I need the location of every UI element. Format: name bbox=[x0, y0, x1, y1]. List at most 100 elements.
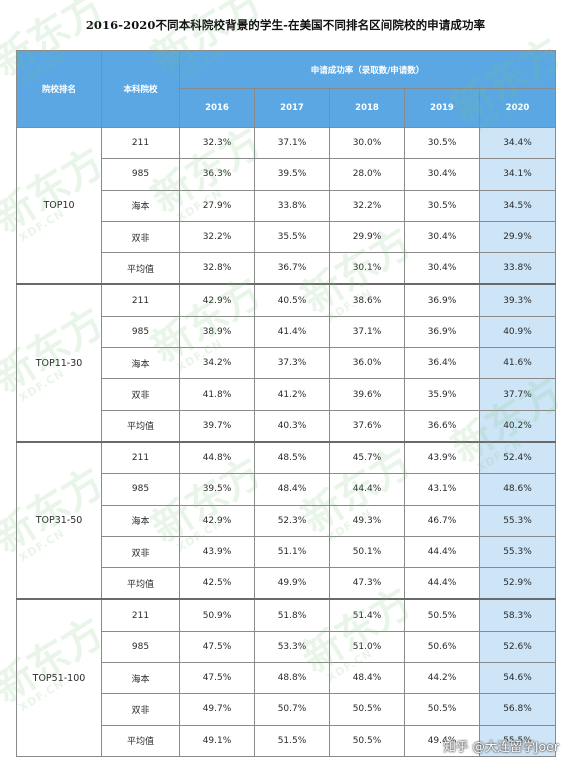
rate-cell: 55.5% bbox=[479, 724, 556, 757]
rate-cell: 34.4% bbox=[479, 126, 556, 160]
rate-cell: 37.1% bbox=[329, 315, 405, 349]
rate-cell: 30.0% bbox=[329, 126, 405, 160]
rate-cell: 48.4% bbox=[329, 662, 405, 695]
rate-cell: 48.8% bbox=[254, 662, 330, 695]
table-row: 平均值 49.1% 51.5% 50.5% 49.4% 55.5% bbox=[17, 724, 556, 757]
rate-cell: 30.4% bbox=[404, 220, 480, 254]
rate-cell: 50.7% bbox=[254, 693, 330, 726]
rate-cell: 47.5% bbox=[179, 630, 255, 664]
rate-cell: 30.4% bbox=[404, 158, 480, 191]
rate-cell: 36.9% bbox=[404, 283, 480, 317]
school-cell: 双非 bbox=[101, 378, 180, 411]
school-cell: 平均值 bbox=[101, 409, 180, 443]
school-cell: 双非 bbox=[101, 693, 180, 726]
school-cell: 海本 bbox=[101, 662, 180, 695]
school-cell: 双非 bbox=[101, 535, 180, 569]
school-cell: 211 bbox=[101, 598, 180, 632]
rate-cell: 39.5% bbox=[179, 473, 255, 506]
rate-cell: 34.1% bbox=[479, 158, 556, 191]
header-year-2018: 2018 bbox=[329, 88, 405, 128]
rate-cell: 36.9% bbox=[404, 315, 480, 349]
rate-cell: 30.4% bbox=[404, 252, 480, 285]
table-row: 平均值 39.7% 40.3% 37.6% 36.6% 40.2% bbox=[17, 409, 556, 443]
rate-cell: 32.2% bbox=[329, 189, 405, 222]
rate-cell: 37.6% bbox=[329, 409, 405, 443]
rate-cell: 48.6% bbox=[479, 473, 556, 506]
school-cell: 985 bbox=[101, 315, 180, 349]
rate-cell: 37.7% bbox=[479, 378, 556, 411]
rate-cell: 36.4% bbox=[404, 347, 480, 380]
rate-cell: 41.2% bbox=[254, 378, 330, 411]
school-cell: 985 bbox=[101, 158, 180, 191]
rate-cell: 50.9% bbox=[179, 598, 255, 632]
rate-cell: 29.9% bbox=[329, 220, 405, 254]
header-year-2016: 2016 bbox=[179, 88, 255, 128]
rate-cell: 40.3% bbox=[254, 409, 330, 443]
school-cell: 海本 bbox=[101, 189, 180, 222]
header-rank: 院校排名 bbox=[16, 50, 102, 128]
rate-cell: 30.5% bbox=[404, 189, 480, 222]
school-cell: 985 bbox=[101, 473, 180, 506]
rate-cell: 47.3% bbox=[329, 567, 405, 600]
rate-cell: 42.9% bbox=[179, 283, 255, 317]
school-cell: 985 bbox=[101, 630, 180, 664]
school-cell: 平均值 bbox=[101, 567, 180, 600]
header-year-2019: 2019 bbox=[404, 88, 480, 128]
school-cell: 平均值 bbox=[101, 724, 180, 757]
success-rate-table: 院校排名 本科院校 申请成功率（录取数/申请数） 2016 2017 2018 … bbox=[16, 50, 556, 757]
header-school: 本科院校 bbox=[101, 50, 180, 128]
rate-cell: 35.5% bbox=[254, 220, 330, 254]
rate-cell: 51.0% bbox=[329, 630, 405, 664]
rate-cell: 37.3% bbox=[254, 347, 330, 380]
rate-cell: 32.2% bbox=[179, 220, 255, 254]
rank-cell: TOP11-30 bbox=[16, 283, 102, 443]
school-cell: 海本 bbox=[101, 347, 180, 380]
table-body: TOP10 211 32.3% 37.1% 30.0% 30.5% 34.4% 985 36.3… bbox=[16, 126, 556, 757]
school-cell: 211 bbox=[101, 440, 180, 475]
rate-cell: 36.3% bbox=[179, 158, 255, 191]
rate-cell: 41.8% bbox=[179, 378, 255, 411]
rate-cell: 40.2% bbox=[479, 409, 556, 443]
table-row: TOP10 211 32.3% 37.1% 30.0% 30.5% 34.4% bbox=[16, 126, 556, 285]
rate-cell: 50.5% bbox=[404, 693, 480, 726]
rate-cell: 50.5% bbox=[329, 693, 405, 726]
table-row: 双非 41.8% 41.2% 39.6% 35.9% 37.7% bbox=[17, 378, 556, 411]
rate-cell: 39.5% bbox=[254, 158, 330, 191]
rate-cell: 41.4% bbox=[254, 315, 330, 349]
rate-cell: 51.4% bbox=[329, 598, 405, 632]
school-cell: 双非 bbox=[101, 220, 180, 254]
school-cell: 211 bbox=[101, 126, 180, 160]
footer-watermark: 知乎 @大连留学Joer bbox=[443, 739, 559, 754]
table-row: 平均值 42.5% 49.9% 47.3% 44.4% 52.9% bbox=[17, 567, 556, 600]
rate-cell: 43.9% bbox=[179, 535, 255, 569]
header-year-2017: 2017 bbox=[254, 88, 330, 128]
rate-cell: 50.6% bbox=[404, 630, 480, 664]
rate-cell: 47.5% bbox=[179, 662, 255, 695]
rate-cell: 52.6% bbox=[479, 630, 556, 664]
rate-cell: 51.8% bbox=[254, 598, 330, 632]
rate-cell: 46.7% bbox=[404, 504, 480, 537]
rate-cell: 34.2% bbox=[179, 347, 255, 380]
rate-cell: 33.8% bbox=[479, 252, 556, 285]
rate-cell: 35.9% bbox=[404, 378, 480, 411]
table-row: 985 36.3% 39.5% 28.0% 30.4% 34.1% bbox=[17, 158, 556, 191]
rate-cell: 44.8% bbox=[179, 440, 255, 475]
table-row: 双非 49.7% 50.7% 50.5% 50.5% 56.8% bbox=[17, 693, 556, 726]
rate-cell: 37.1% bbox=[254, 126, 330, 160]
rate-cell: 39.7% bbox=[179, 409, 255, 443]
rate-cell: 49.3% bbox=[329, 504, 405, 537]
rate-cell: 32.8% bbox=[179, 252, 255, 285]
rate-cell: 56.8% bbox=[479, 693, 556, 726]
rate-cell: 38.6% bbox=[329, 283, 405, 317]
rate-cell: 49.1% bbox=[179, 724, 255, 757]
rate-cell: 51.1% bbox=[254, 535, 330, 569]
rate-cell: 50.5% bbox=[329, 724, 405, 757]
rate-cell: 51.5% bbox=[254, 724, 330, 757]
rate-cell: 48.4% bbox=[254, 473, 330, 506]
table-row: 海本 47.5% 48.8% 48.4% 44.2% 54.6% bbox=[17, 662, 556, 695]
rate-cell: 36.6% bbox=[404, 409, 480, 443]
rate-cell: 33.8% bbox=[254, 189, 330, 222]
table-row: 985 39.5% 48.4% 44.4% 43.1% 48.6% bbox=[17, 473, 556, 506]
rate-cell: 36.7% bbox=[254, 252, 330, 285]
rate-cell: 44.4% bbox=[404, 567, 480, 600]
